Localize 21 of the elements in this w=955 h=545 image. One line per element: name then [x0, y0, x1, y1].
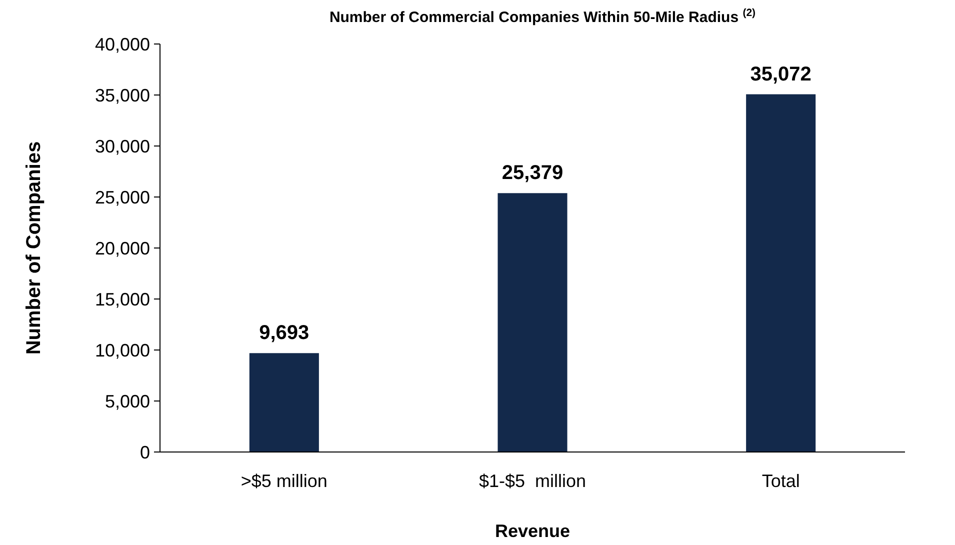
- y-tick-label: 35,000: [94, 85, 150, 106]
- bar: [746, 94, 816, 452]
- chart-title: Number of Commercial Companies Within 50-Mile Radius $^{(2)}$: [329, 7, 756, 26]
- y-tick-label: 0: [140, 442, 150, 462]
- y-tick-label: 15,000: [94, 289, 150, 310]
- y-tick-label: 30,000: [94, 136, 150, 156]
- y-tick-label: 20,000: [94, 238, 150, 258]
- x-tick-label: >$5 million: [240, 471, 328, 491]
- data-label: 9,693: [259, 322, 310, 344]
- x-axis-title: Revenue: [494, 521, 570, 541]
- bar: [498, 193, 568, 452]
- bar: [249, 353, 319, 452]
- x-tick-label: $1-$5 million: [478, 471, 586, 491]
- y-axis-title: Number of Companies: [23, 141, 45, 355]
- x-tick-label: Total: [762, 471, 800, 491]
- y-tick-label: 25,000: [94, 187, 150, 208]
- data-label: 25,379: [502, 162, 564, 184]
- y-tick-label: 10,000: [94, 340, 150, 360]
- y-tick-label: 5,000: [104, 391, 150, 412]
- data-label: 35,072: [750, 63, 812, 86]
- y-tick-label: 40,000: [94, 34, 150, 54]
